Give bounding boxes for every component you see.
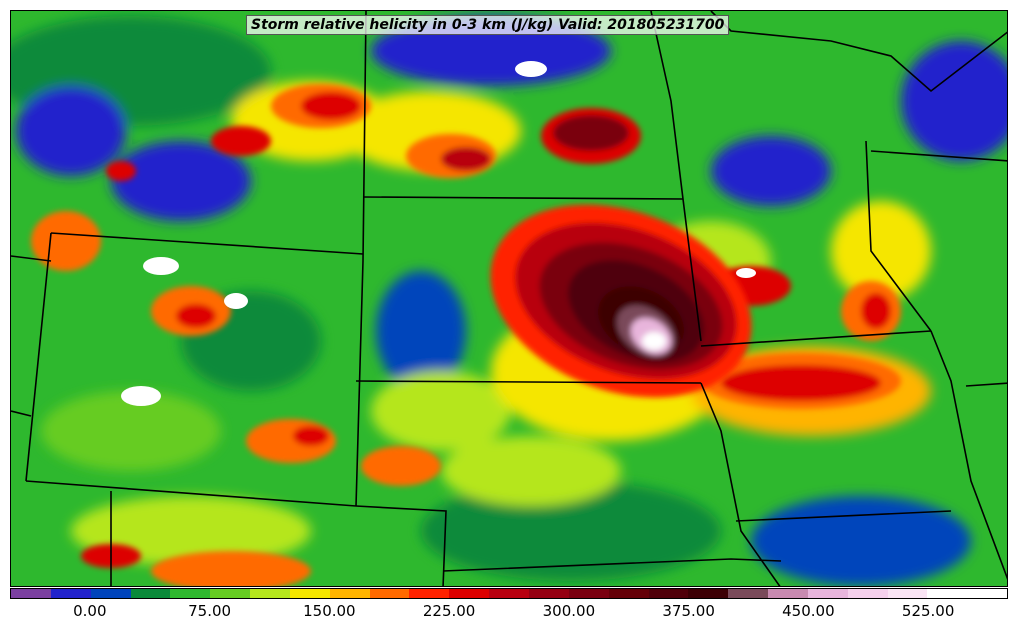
colorbar-swatch: [409, 589, 450, 598]
colorbar-tick-label: 225.00: [422, 602, 476, 620]
boundary-line: [11, 255, 52, 262]
colorbar-swatch: [210, 589, 251, 598]
boundary-line: [25, 480, 357, 507]
boundary-line: [865, 140, 932, 332]
colorbar-tick-label: 75.00: [188, 602, 232, 620]
colorbar-tick-label: 450.00: [782, 602, 835, 620]
colorbar-swatch: [170, 589, 211, 598]
colorbar-swatch: [967, 589, 1008, 598]
colorbar-swatch: [250, 589, 290, 598]
colorbar-swatch: [927, 589, 968, 598]
colorbar-swatch: [329, 589, 370, 598]
colorbar-swatch: [528, 589, 569, 598]
colorbar-swatch: [847, 589, 888, 598]
colorbar-swatch: [728, 589, 769, 598]
boundary-line: [50, 232, 364, 255]
boundary-line: [355, 11, 367, 507]
boundary-line: [870, 150, 1007, 162]
colorbar-tick-label: 0.00: [73, 602, 107, 620]
colorbar-swatch: [50, 589, 91, 598]
colorbar-swatch: [289, 589, 330, 598]
map-title: Storm relative helicity in 0-3 km (J/kg)…: [246, 15, 730, 35]
helicity-map: [10, 10, 1008, 587]
helicity-field: [11, 11, 1007, 586]
boundary-line: [442, 558, 782, 572]
boundary-line: [362, 196, 684, 200]
colorbar-swatch: [130, 589, 171, 598]
colorbar-swatch: [369, 589, 410, 598]
colorbar-swatch: [90, 589, 131, 598]
helicity-max-core: [490, 204, 752, 398]
colorbar-tick-label: 300.00: [542, 602, 596, 620]
colorbar-swatch: [768, 589, 808, 598]
colorbar-swatch: [688, 589, 729, 598]
boundary-line: [700, 330, 932, 347]
colorbar-swatch: [568, 589, 609, 598]
terrain-mask-spots: [121, 61, 756, 406]
colorbar-tick-label: 375.00: [662, 602, 715, 620]
boundary-line: [930, 330, 1007, 580]
colorbar-swatch: [608, 589, 649, 598]
colorbar-swatch: [807, 589, 848, 598]
boundary-line: [355, 505, 447, 586]
colorbar-tick-label: 525.00: [901, 602, 955, 620]
state-boundaries: [11, 11, 1007, 586]
helicity-low-regions: [11, 16, 1007, 586]
boundary-line: [735, 510, 952, 522]
boundary-line: [11, 410, 32, 417]
colorbar-swatch: [11, 589, 51, 598]
colorbar-swatch: [449, 589, 490, 598]
boundary-line: [650, 11, 702, 342]
boundary-line: [25, 232, 52, 482]
colorbar: [10, 588, 1008, 599]
boundary-line: [965, 382, 1007, 387]
colorbar-swatch: [648, 589, 689, 598]
colorbar-swatch: [489, 589, 529, 598]
colorbar-tick-label: 150.00: [303, 602, 356, 620]
boundary-line: [355, 380, 702, 384]
colorbar-swatch: [887, 589, 928, 598]
colorbar-labels: 0.00 75.00 150.00 225.00 300.00 375.00 450.00 5…: [10, 602, 1008, 624]
